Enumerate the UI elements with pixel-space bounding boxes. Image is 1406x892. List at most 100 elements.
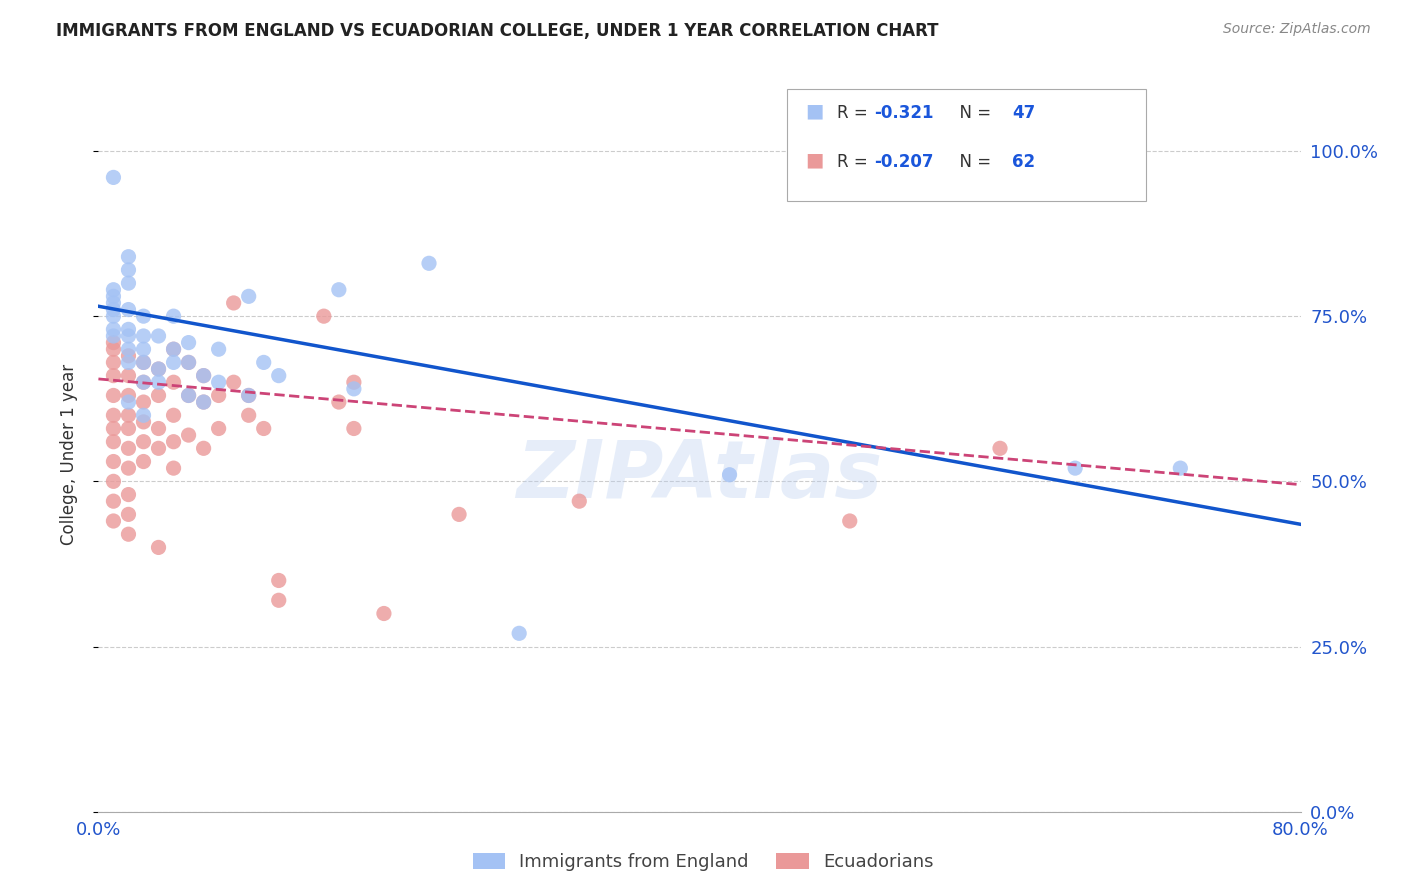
Point (103, 283, 125, 297)
Point (132, 454, 155, 468)
Text: IMMIGRANTS FROM ENGLAND VS ECUADORIAN COLLEGE, UNDER 1 YEAR CORRELATION CHART: IMMIGRANTS FROM ENGLAND VS ECUADORIAN CO… (56, 22, 939, 40)
Point (208, 342, 231, 356)
Point (103, 309, 125, 323)
Point (132, 355, 155, 369)
Text: N =: N = (949, 153, 997, 171)
Point (103, 289, 125, 303)
Point (568, 494, 591, 508)
Text: ■: ■ (806, 102, 824, 120)
Point (177, 388, 200, 402)
Point (238, 409, 260, 423)
Point (312, 309, 335, 323)
Point (132, 342, 155, 356)
Point (148, 329, 170, 343)
Point (148, 362, 170, 376)
Point (148, 362, 170, 376)
Point (117, 421, 139, 435)
Point (148, 541, 170, 555)
Text: 62: 62 (1012, 153, 1035, 171)
Point (148, 388, 170, 402)
Point (117, 388, 139, 402)
Point (253, 355, 276, 369)
Point (343, 421, 366, 435)
Point (177, 428, 200, 442)
Point (103, 421, 125, 435)
Point (117, 355, 139, 369)
Point (132, 395, 155, 409)
Point (103, 494, 125, 508)
Point (148, 442, 170, 456)
Point (177, 388, 200, 402)
Point (103, 322, 125, 336)
Point (117, 342, 139, 356)
Text: R =: R = (837, 153, 873, 171)
Point (222, 296, 245, 310)
Point (117, 276, 139, 290)
Point (162, 461, 184, 475)
Text: ZIPAtlas: ZIPAtlas (516, 437, 883, 516)
Y-axis label: College, Under 1 year: College, Under 1 year (59, 364, 77, 546)
Point (208, 376, 231, 390)
Point (177, 355, 200, 369)
Point (117, 395, 139, 409)
Point (103, 368, 125, 383)
Point (103, 342, 125, 356)
Point (267, 574, 290, 588)
Point (117, 329, 139, 343)
Point (193, 395, 215, 409)
Point (132, 415, 155, 429)
Point (103, 409, 125, 423)
Point (162, 434, 184, 449)
Point (117, 322, 139, 336)
Point (103, 170, 125, 185)
Legend: Immigrants from England, Ecuadorians: Immigrants from England, Ecuadorians (465, 846, 941, 879)
Point (238, 388, 260, 402)
Text: ■: ■ (806, 151, 824, 169)
Point (117, 442, 139, 456)
Point (193, 368, 215, 383)
Point (208, 388, 231, 402)
Point (238, 388, 260, 402)
Text: 47: 47 (1012, 104, 1036, 122)
Point (838, 514, 860, 528)
Point (162, 376, 184, 390)
Point (103, 335, 125, 350)
Point (117, 487, 139, 501)
Point (117, 302, 139, 317)
Point (193, 368, 215, 383)
Point (132, 309, 155, 323)
Point (117, 527, 139, 541)
Point (103, 355, 125, 369)
Point (508, 626, 530, 640)
Point (117, 349, 139, 363)
Point (177, 355, 200, 369)
Point (988, 442, 1011, 456)
Point (132, 376, 155, 390)
Point (117, 409, 139, 423)
Point (162, 309, 184, 323)
Point (177, 335, 200, 350)
Point (328, 283, 350, 297)
Point (132, 409, 155, 423)
Point (253, 421, 276, 435)
Point (162, 342, 184, 356)
Point (132, 355, 155, 369)
Point (193, 442, 215, 456)
Point (162, 342, 184, 356)
Point (103, 454, 125, 468)
Point (208, 421, 231, 435)
Text: R =: R = (837, 104, 873, 122)
Point (418, 256, 440, 270)
Point (103, 329, 125, 343)
Point (132, 329, 155, 343)
Text: -0.207: -0.207 (875, 153, 934, 171)
Point (718, 467, 741, 482)
Point (117, 368, 139, 383)
Point (117, 263, 139, 277)
Point (267, 593, 290, 607)
Point (103, 296, 125, 310)
Point (117, 461, 139, 475)
Point (103, 388, 125, 402)
Point (148, 421, 170, 435)
Point (343, 376, 366, 390)
